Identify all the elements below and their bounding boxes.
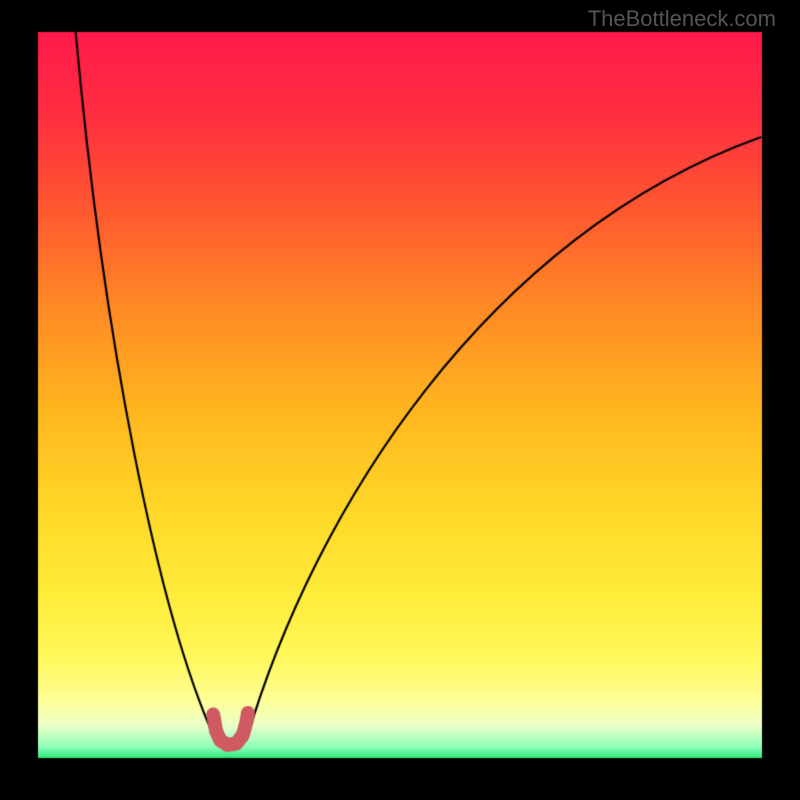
chart-root: TheBottleneck.com: [0, 0, 800, 800]
chart-canvas: [0, 0, 800, 800]
